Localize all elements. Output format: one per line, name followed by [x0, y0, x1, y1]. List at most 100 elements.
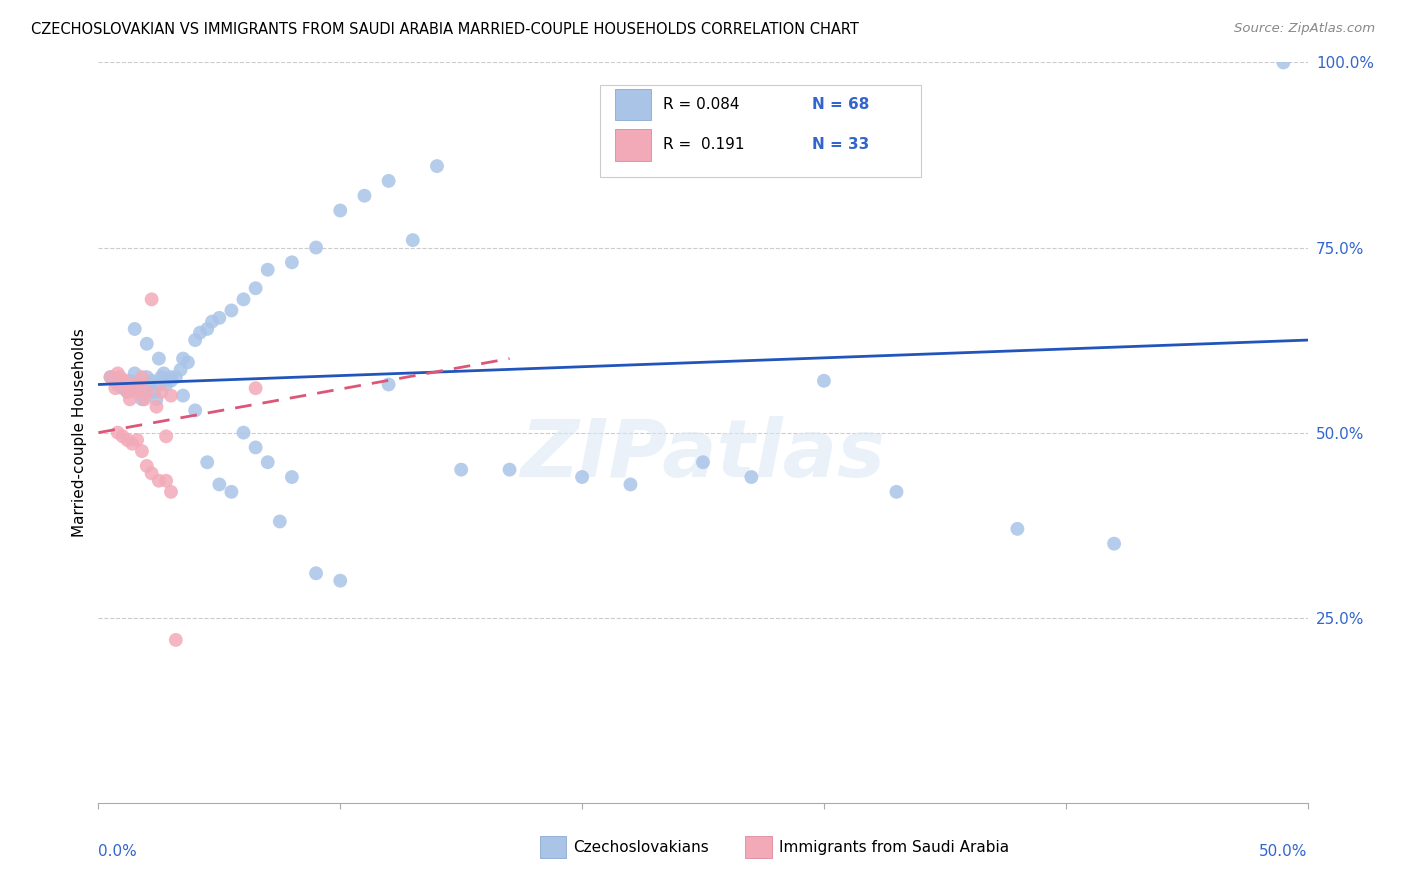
Point — [184, 403, 207, 417]
Point — [208, 310, 231, 325]
Point — [141, 293, 163, 307]
Point — [426, 159, 449, 173]
Point — [245, 441, 267, 455]
Point — [160, 484, 183, 499]
Point — [256, 455, 278, 469]
Point — [141, 374, 163, 388]
Point — [141, 467, 163, 481]
Point — [117, 384, 139, 399]
Point — [114, 374, 136, 388]
Point — [150, 370, 173, 384]
Point — [111, 429, 134, 443]
Point — [124, 367, 146, 381]
Point — [172, 388, 194, 402]
Point — [135, 458, 157, 473]
Point — [256, 262, 278, 277]
Point — [281, 470, 304, 484]
Text: R =  0.191: R = 0.191 — [664, 137, 745, 153]
Point — [100, 370, 122, 384]
Point — [134, 392, 156, 407]
Point — [377, 174, 399, 188]
Point — [117, 384, 139, 399]
Y-axis label: Married-couple Households: Married-couple Households — [72, 328, 87, 537]
Point — [131, 370, 153, 384]
Point — [450, 462, 472, 476]
Point — [195, 455, 218, 469]
Point — [498, 462, 520, 476]
Point — [208, 477, 231, 491]
Point — [107, 367, 129, 381]
Point — [143, 384, 166, 399]
FancyBboxPatch shape — [614, 129, 651, 161]
Point — [377, 377, 399, 392]
Point — [188, 326, 211, 340]
Point — [165, 370, 187, 384]
Text: Czechoslovakians: Czechoslovakians — [574, 839, 710, 855]
Point — [128, 377, 150, 392]
FancyBboxPatch shape — [600, 85, 921, 178]
Point — [128, 377, 150, 392]
Point — [148, 377, 170, 392]
Text: 50.0%: 50.0% — [1260, 844, 1308, 858]
Point — [402, 233, 425, 247]
Point — [571, 470, 593, 484]
Point — [269, 515, 291, 529]
Point — [155, 429, 177, 443]
Point — [127, 433, 149, 447]
Point — [111, 381, 134, 395]
Point — [160, 374, 183, 388]
Point — [305, 240, 328, 255]
Point — [131, 444, 153, 458]
Point — [232, 425, 254, 440]
Point — [221, 303, 243, 318]
Point — [124, 377, 146, 392]
Point — [165, 632, 187, 647]
Point — [107, 425, 129, 440]
Point — [127, 381, 149, 395]
Text: Immigrants from Saudi Arabia: Immigrants from Saudi Arabia — [779, 839, 1010, 855]
Point — [169, 362, 191, 376]
Point — [1102, 536, 1125, 550]
Point — [305, 566, 328, 581]
Text: 0.0%: 0.0% — [98, 844, 138, 858]
Point — [100, 370, 122, 384]
Point — [107, 377, 129, 392]
Text: ZIPatlas: ZIPatlas — [520, 416, 886, 494]
Point — [117, 433, 139, 447]
Text: N = 33: N = 33 — [811, 137, 869, 153]
Point — [118, 392, 141, 407]
Point — [118, 374, 141, 388]
Point — [135, 384, 157, 399]
Point — [232, 293, 254, 307]
Point — [281, 255, 304, 269]
Point — [138, 377, 160, 392]
Point — [201, 314, 224, 328]
Text: Source: ZipAtlas.com: Source: ZipAtlas.com — [1234, 22, 1375, 36]
Point — [619, 477, 641, 491]
Point — [145, 392, 167, 407]
Text: CZECHOSLOVAKIAN VS IMMIGRANTS FROM SAUDI ARABIA MARRIED-COUPLE HOUSEHOLDS CORREL: CZECHOSLOVAKIAN VS IMMIGRANTS FROM SAUDI… — [31, 22, 859, 37]
Point — [111, 377, 134, 392]
Point — [124, 322, 146, 336]
Point — [177, 355, 200, 369]
Point — [221, 484, 243, 499]
Point — [108, 370, 131, 384]
Point — [121, 381, 143, 395]
Point — [184, 333, 207, 347]
Point — [1007, 522, 1029, 536]
Point — [134, 384, 156, 399]
Point — [160, 370, 183, 384]
Point — [148, 351, 170, 366]
Point — [692, 455, 714, 469]
Point — [740, 470, 762, 484]
Point — [155, 474, 177, 488]
FancyBboxPatch shape — [745, 836, 772, 858]
Point — [135, 370, 157, 384]
Point — [150, 384, 173, 399]
FancyBboxPatch shape — [540, 836, 567, 858]
Point — [155, 377, 177, 392]
Point — [160, 388, 183, 402]
Point — [353, 188, 375, 202]
Point — [245, 281, 267, 295]
Point — [104, 381, 127, 395]
